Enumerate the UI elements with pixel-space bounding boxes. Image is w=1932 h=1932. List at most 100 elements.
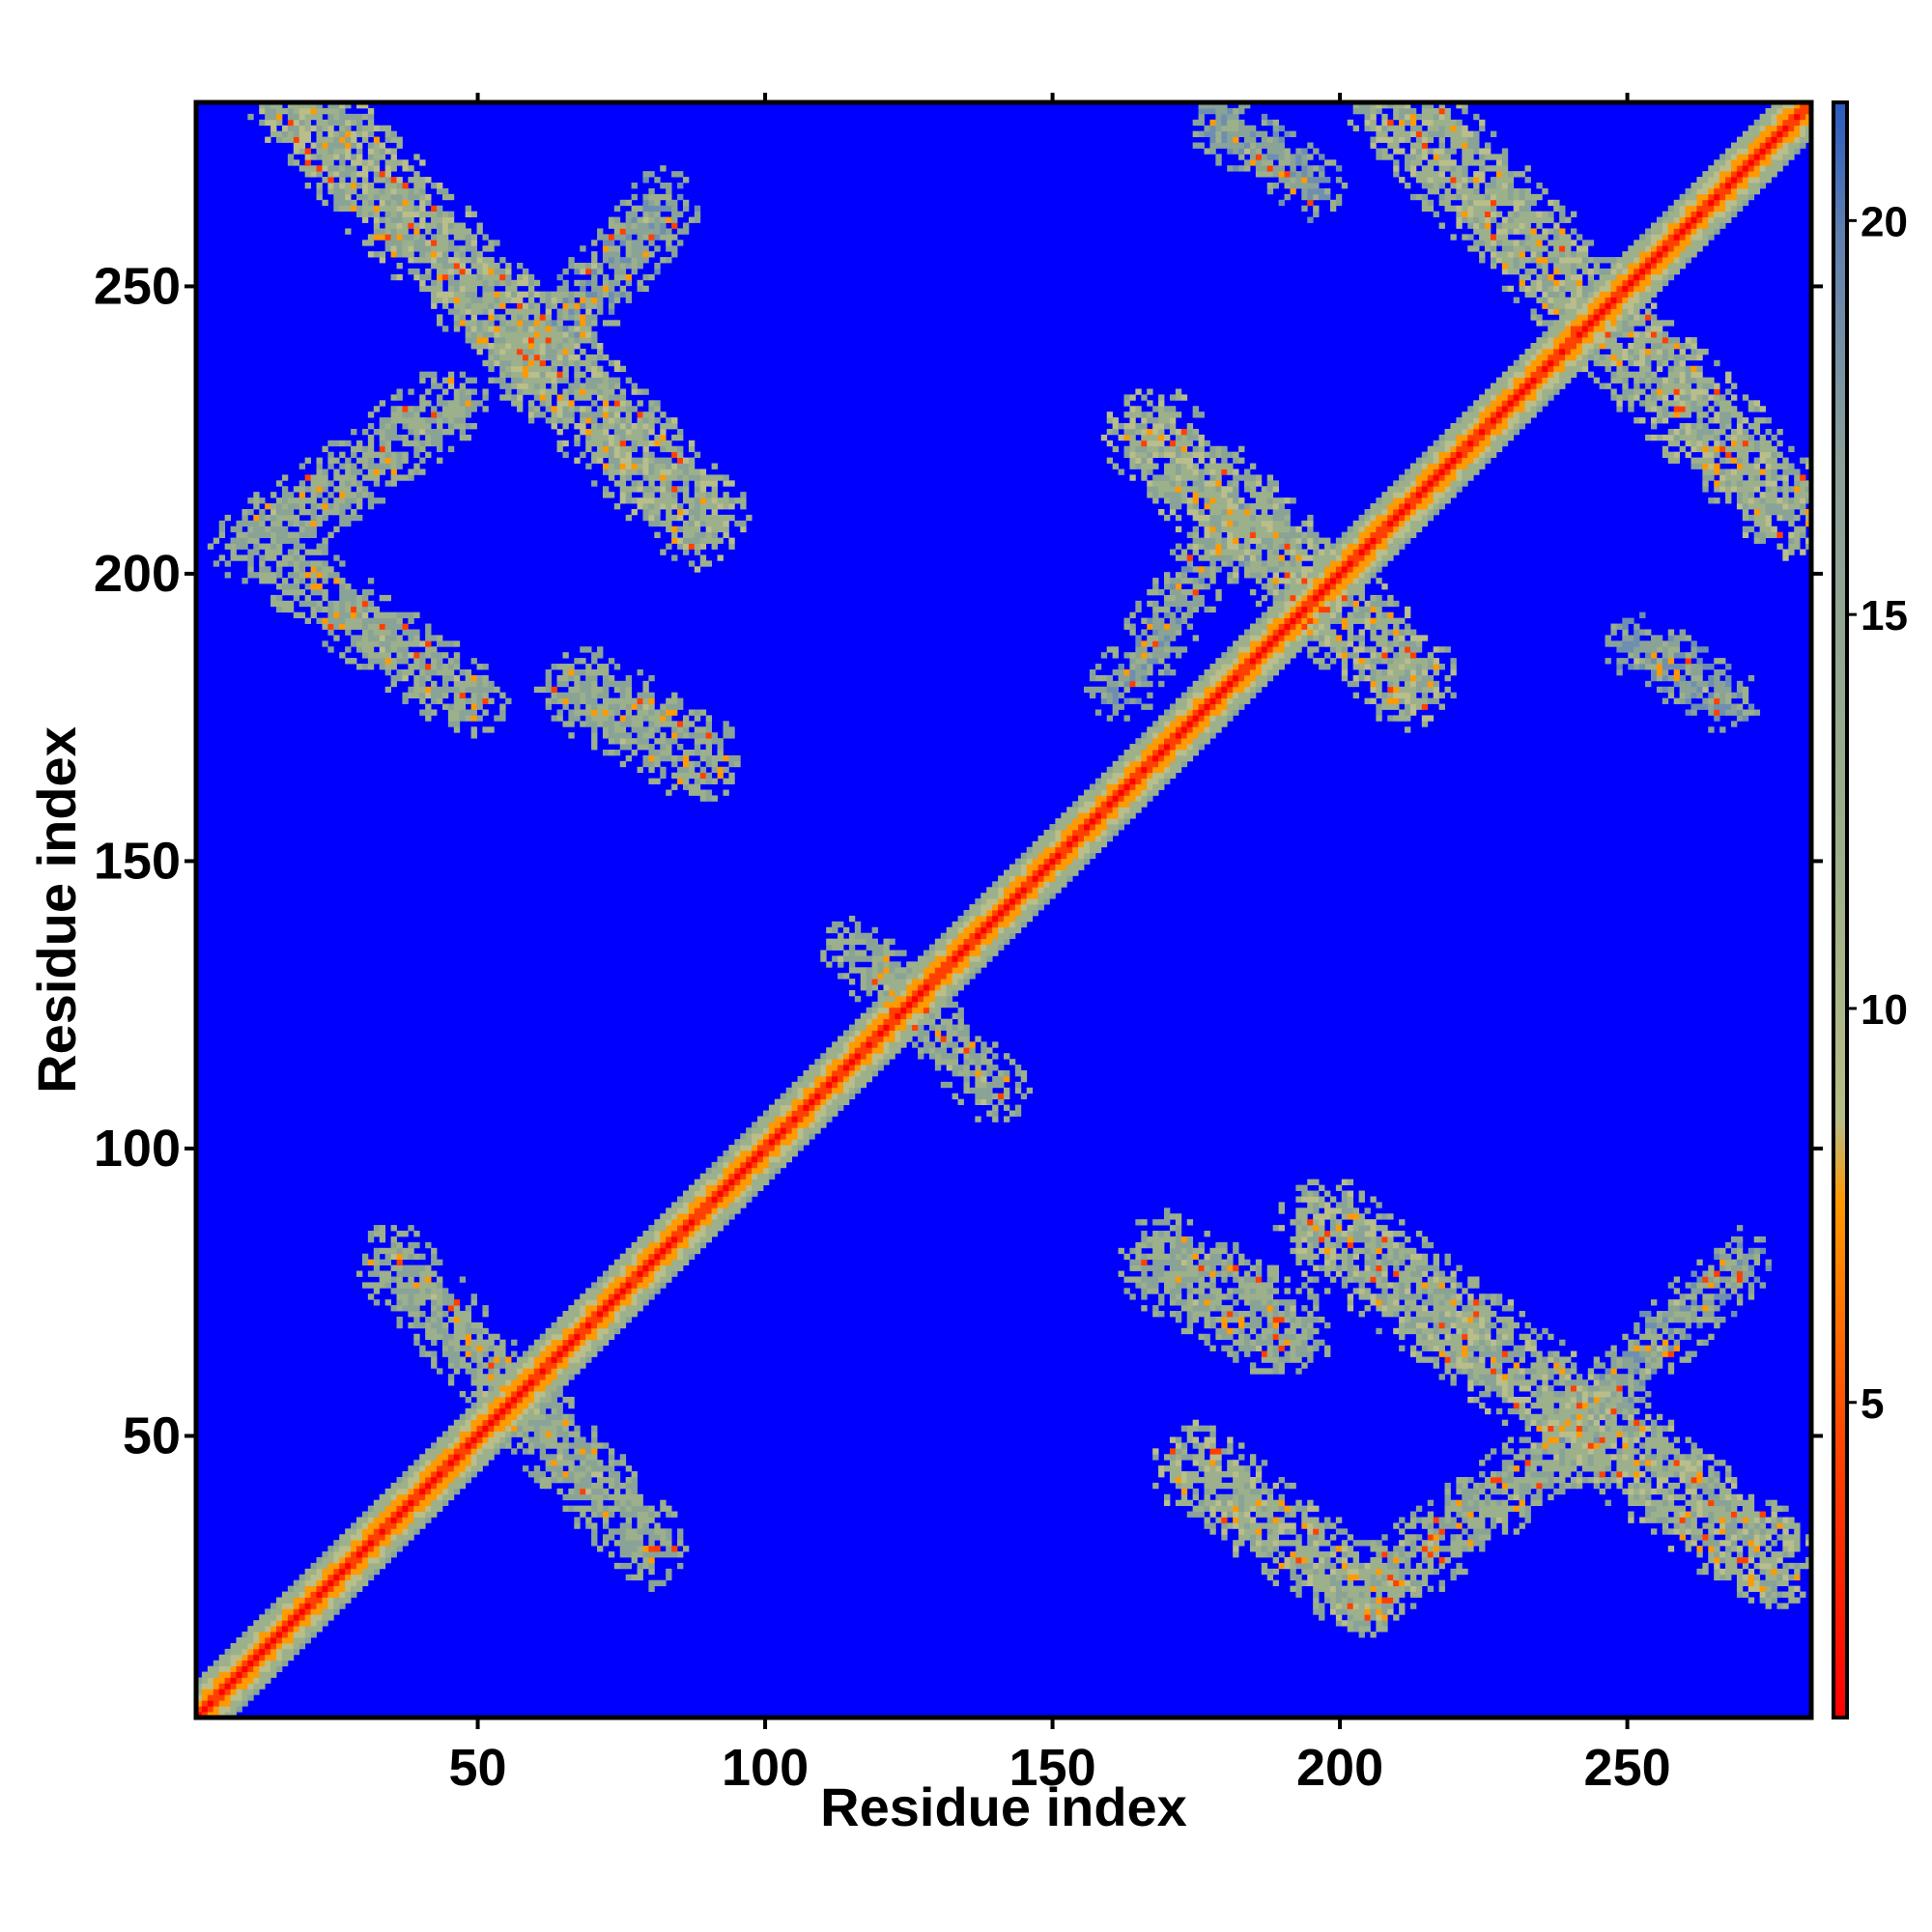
heatmap-cell xyxy=(625,692,633,699)
heatmap-cell xyxy=(379,1247,386,1255)
heatmap-cell xyxy=(694,732,701,739)
heatmap-cell xyxy=(533,1379,541,1386)
heatmap-cell xyxy=(585,331,592,338)
heatmap-cell xyxy=(625,497,633,504)
heatmap-cell xyxy=(425,273,432,281)
heatmap-cell xyxy=(413,469,420,475)
heatmap-cell xyxy=(259,566,266,573)
heatmap-cell xyxy=(580,320,586,327)
heatmap-cell xyxy=(682,778,690,784)
heatmap-cell xyxy=(842,1070,850,1077)
heatmap-cell xyxy=(441,1333,449,1341)
heatmap-cell xyxy=(494,1436,500,1443)
heatmap-cell xyxy=(613,263,621,270)
heatmap-cell xyxy=(517,1356,524,1363)
heatmap-cell xyxy=(322,514,328,522)
heatmap-cell xyxy=(281,560,289,567)
heatmap-cell xyxy=(597,1493,604,1501)
heatmap-cell xyxy=(441,1339,449,1347)
heatmap-cell xyxy=(431,1493,438,1501)
heatmap-cell xyxy=(527,400,535,407)
heatmap-cell xyxy=(694,1202,701,1208)
heatmap-cell xyxy=(631,1511,638,1518)
heatmap-cell xyxy=(838,938,844,945)
heatmap-cell xyxy=(270,1626,277,1633)
heatmap-cell xyxy=(568,1345,575,1351)
heatmap-cell xyxy=(682,715,690,722)
heatmap-cell xyxy=(207,1671,214,1678)
heatmap-cell xyxy=(723,1179,729,1185)
heatmap-cell xyxy=(413,440,420,447)
heatmap-cell xyxy=(499,371,506,378)
heatmap-cell xyxy=(447,240,455,246)
heatmap-cell xyxy=(419,193,426,201)
heatmap-cell xyxy=(671,783,678,790)
heatmap-cell xyxy=(333,1556,340,1564)
heatmap-cell xyxy=(361,652,369,659)
heatmap-cell xyxy=(384,457,391,464)
heatmap-cell xyxy=(425,1270,432,1277)
heatmap-cell xyxy=(351,469,357,475)
heatmap-cell xyxy=(688,732,696,739)
heatmap-cell xyxy=(281,583,289,590)
heatmap-cell xyxy=(339,136,346,143)
heatmap-cell xyxy=(298,480,306,487)
heatmap-cell xyxy=(694,715,701,722)
heatmap-cell xyxy=(580,302,586,309)
heatmap-cell xyxy=(654,520,661,527)
heatmap-cell xyxy=(327,102,334,109)
heatmap-cell xyxy=(699,1236,707,1243)
heatmap-cell xyxy=(889,1024,895,1031)
heatmap-cell xyxy=(441,1493,449,1501)
heatmap-cell xyxy=(746,514,753,522)
heatmap-cell xyxy=(556,692,563,699)
heatmap-cell xyxy=(505,359,512,367)
heatmap-cell xyxy=(539,1374,547,1380)
heatmap-cell xyxy=(517,343,524,350)
heatmap-cell xyxy=(247,497,254,504)
heatmap-cell xyxy=(574,1431,581,1437)
heatmap-cell xyxy=(333,469,340,475)
heatmap-cell xyxy=(367,107,375,115)
heatmap-cell xyxy=(333,497,340,504)
heatmap-cell xyxy=(390,1253,397,1261)
heatmap-cell xyxy=(637,1253,643,1261)
heatmap-cell xyxy=(682,199,690,207)
heatmap-cell xyxy=(642,228,649,235)
heatmap-cell xyxy=(517,326,524,332)
heatmap-cell xyxy=(218,1654,226,1662)
heatmap-cell xyxy=(574,1316,581,1323)
heatmap-cell xyxy=(688,469,696,475)
heatmap-cell xyxy=(562,1356,569,1363)
heatmap-cell xyxy=(276,1654,283,1662)
heatmap-cell xyxy=(499,1396,506,1404)
heatmap-cell xyxy=(762,1161,770,1169)
heatmap-cell xyxy=(333,142,340,149)
heatmap-cell xyxy=(660,234,667,241)
heatmap-cell xyxy=(619,497,627,504)
heatmap-cell xyxy=(574,314,581,321)
heatmap-cell xyxy=(625,1534,633,1541)
heatmap-cell xyxy=(768,1127,776,1134)
heatmap-cell xyxy=(648,205,655,213)
heatmap-cell xyxy=(723,1155,729,1163)
heatmap-cell xyxy=(470,1391,477,1398)
heatmap-cell xyxy=(648,697,655,704)
heatmap-cell xyxy=(459,228,467,235)
heatmap-cell xyxy=(476,326,483,332)
heatmap-cell xyxy=(396,199,403,207)
heatmap-cell xyxy=(499,279,506,287)
heatmap-cell xyxy=(637,205,643,213)
heatmap-cell xyxy=(889,1047,895,1054)
heatmap-cell xyxy=(694,783,701,790)
heatmap-cell xyxy=(660,721,667,727)
heatmap-cell xyxy=(413,652,420,659)
heatmap-cell xyxy=(522,273,529,281)
heatmap-cell xyxy=(453,640,461,647)
heatmap-cell xyxy=(453,1333,461,1341)
heatmap-cell xyxy=(437,417,443,424)
heatmap-cell xyxy=(642,205,649,213)
heatmap-cell xyxy=(699,749,707,756)
heatmap-cell xyxy=(591,1436,598,1443)
heatmap-cell xyxy=(339,142,346,149)
